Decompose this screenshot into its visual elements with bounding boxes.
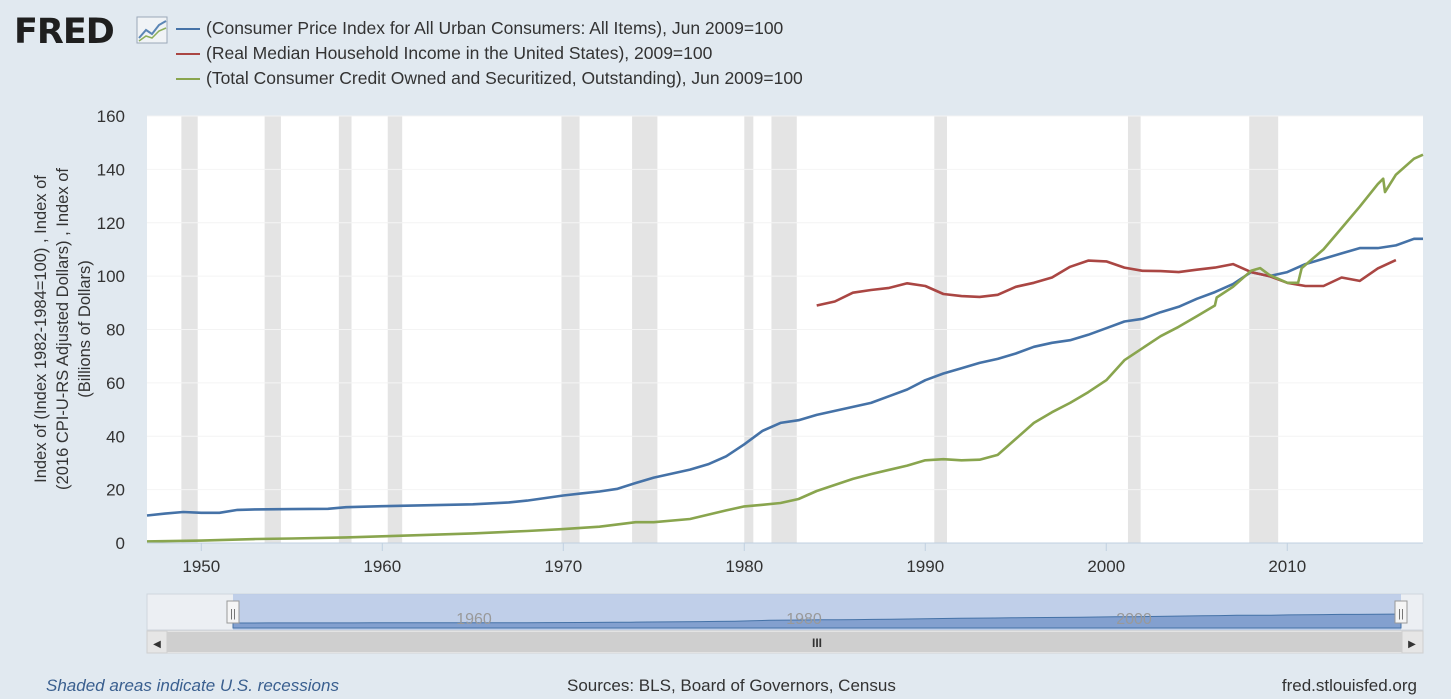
x-tick-label-1950: 1950 <box>182 557 220 576</box>
y-tick-label-20: 20 <box>106 481 125 500</box>
navigator-scrollbar-thumb[interactable] <box>167 632 1402 652</box>
navigator-scroll-left-button[interactable]: ◀ <box>146 630 168 654</box>
axes: 0 20 40 60 80 100 120 140 160 1950 1960 1970 1980 199… <box>97 107 1423 576</box>
x-tick-label-1960: 1960 <box>363 557 401 576</box>
y-tick-label-160: 160 <box>97 107 125 126</box>
y-tick-label-0: 0 <box>116 534 125 553</box>
series-line-2[interactable] <box>146 153 1424 543</box>
navigator-right-handle[interactable]: || <box>1394 600 1408 624</box>
navigator-label-1980: 1980 <box>786 611 822 628</box>
navigator-track <box>146 593 1424 631</box>
y-tick-label-120: 120 <box>97 214 125 233</box>
y-tick-label-100: 100 <box>97 267 125 286</box>
navigator-scrollbar-track[interactable] <box>146 630 1424 654</box>
sources-text: Sources: BLS, Board of Governors, Census <box>567 676 896 695</box>
fred-logo[interactable]: FRED <box>14 12 115 52</box>
navigator-label-1960: 1960 <box>456 611 492 628</box>
legend-swatch-cpi <box>176 27 200 30</box>
chart-legend: (Consumer Price Index for All Urban Cons… <box>176 16 803 91</box>
legend-label-cpi: (Consumer Price Index for All Urban Cons… <box>206 18 784 38</box>
legend-swatch-credit <box>176 77 200 80</box>
navigator-scroll-left-icon: ◀ <box>153 639 161 650</box>
y-tick-label-80: 80 <box>106 321 125 340</box>
series-lines <box>146 153 1424 543</box>
x-tick-label-1980: 1980 <box>725 557 763 576</box>
grid-lines <box>147 115 1423 491</box>
legend-item-cpi[interactable]: (Consumer Price Index for All Urban Cons… <box>176 16 803 41</box>
navigator-label-2000: 2000 <box>1116 611 1152 628</box>
navigator-scroll-right-icon: ▶ <box>1408 639 1416 650</box>
x-tick-label-2000: 2000 <box>1087 557 1125 576</box>
site-link[interactable]: fred.stlouisfed.org <box>1281 676 1417 695</box>
navigator-series <box>232 613 1402 629</box>
recession-note: Shaded areas indicate U.S. recessions <box>46 676 339 695</box>
navigator-scrollbar-grip: III <box>812 636 822 650</box>
legend-item-credit[interactable]: (Total Consumer Credit Owned and Securit… <box>176 66 803 91</box>
navigator-left-handle-grip: || <box>230 608 236 620</box>
navigator-left-handle[interactable]: || <box>226 600 240 624</box>
x-tick-label-1990: 1990 <box>906 557 944 576</box>
y-axis-label: Index of (Index 1982-1984=100) , Index o… <box>32 168 94 490</box>
line-chart: 0 20 40 60 80 100 120 140 160 1950 1960 1970 1980 199… <box>32 107 1424 576</box>
legend-swatch-income <box>176 52 200 55</box>
legend-item-income[interactable]: (Real Median Household Income in the Uni… <box>176 41 803 66</box>
logo-chart-icon <box>136 16 168 44</box>
navigator-selected-range[interactable] <box>233 594 1401 630</box>
legend-label-income: (Real Median Household Income in the Uni… <box>206 43 713 63</box>
y-axis-label-line-1: (2016 CPI-U-RS Adjusted Dollars) , Index… <box>54 168 72 490</box>
navigator-right-handle-grip: || <box>1398 608 1404 620</box>
y-tick-label-60: 60 <box>106 374 125 393</box>
series-line-1[interactable] <box>816 258 1397 307</box>
legend-label-credit: (Total Consumer Credit Owned and Securit… <box>206 68 803 88</box>
y-axis-label-line-2: (Billions of Dollars) <box>76 260 94 398</box>
navigator-scroll-right-button[interactable]: ▶ <box>1401 630 1424 654</box>
y-tick-label-40: 40 <box>106 427 125 446</box>
x-tick-label-2010: 2010 <box>1268 557 1306 576</box>
y-axis-label-line-0: Index of (Index 1982-1984=100) , Index o… <box>32 175 50 483</box>
y-tick-label-140: 140 <box>97 160 125 179</box>
x-tick-label-1970: 1970 <box>544 557 582 576</box>
